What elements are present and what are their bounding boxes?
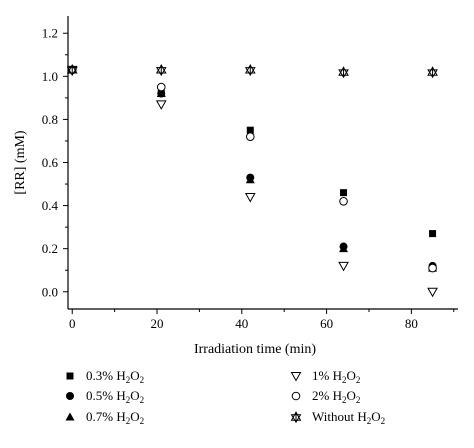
x-tick-label: 80 [405,316,418,331]
data-point [246,126,254,134]
legend-label: 0.5% H2O2 [86,388,144,405]
data-point [427,66,438,79]
x-tick-label: 40 [235,316,248,331]
data-point [155,100,167,110]
data-point [338,261,349,272]
data-point [245,132,255,141]
legend-marker [65,412,75,421]
legend-label: 1% H2O2 [312,368,360,385]
data-point [427,287,438,298]
legend-item: 2% H2O2 [291,388,360,405]
y-tick-label: 1.0 [42,69,58,84]
data-point [66,64,78,77]
axis-ticks: 0 20 40 60 80 0.0 0.2 0.4 0.6 0.8 1.0 1.2 [42,26,455,331]
legend-label: Without H2O2 [312,409,385,426]
data-point [156,82,166,92]
data-point [429,230,437,238]
y-tick-label: 1.2 [42,26,58,41]
legend-item: 1% H2O2 [290,368,360,385]
y-axis-label: [RR] (mM) [13,130,28,195]
data-point [340,189,348,197]
data-point [339,196,348,206]
legend-label: 0.7% H2O2 [86,409,144,426]
legend-item: 0.3% H2O2 [66,368,144,385]
y-tick-label: 0.8 [42,112,58,127]
legend-label: 2% H2O2 [312,388,360,405]
data-point [338,66,349,79]
legend: 0.3% H2O2 0.5% H2O2 0.7% H2O2 1% H2O2 2% H2… [65,368,385,426]
legend-marker [291,391,301,401]
legend-marker [290,411,302,424]
data-points [66,64,438,298]
x-axis-label: Irradiation time (min) [194,342,316,357]
legend-marker [66,392,74,400]
series-2 [68,65,437,270]
data-point [156,89,166,98]
data-point [244,192,256,203]
legend-item: 0.7% H2O2 [65,409,144,426]
legend-marker [290,372,302,382]
y-tick-label: 0.4 [42,198,59,213]
legend-item: 0.5% H2O2 [66,388,144,405]
legend-label: 0.3% H2O2 [86,368,144,385]
legend-marker [66,372,74,380]
series-6 [66,64,438,79]
legend-item: Without H2O2 [290,409,385,426]
series-1 [68,66,437,238]
data-point [428,263,437,273]
series-5 [67,65,437,273]
x-tick-label: 0 [69,316,76,331]
data-point [155,64,167,77]
data-point [339,244,349,253]
y-tick-label: 0.2 [42,241,58,256]
x-tick-label: 20 [151,316,164,331]
y-tick-label: 0.6 [42,155,59,170]
y-tick-label: 0.0 [42,284,58,299]
series-3 [67,65,438,272]
data-point [245,175,255,184]
x-tick-label: 60 [320,316,333,331]
data-point [244,64,256,77]
axes [67,16,458,310]
